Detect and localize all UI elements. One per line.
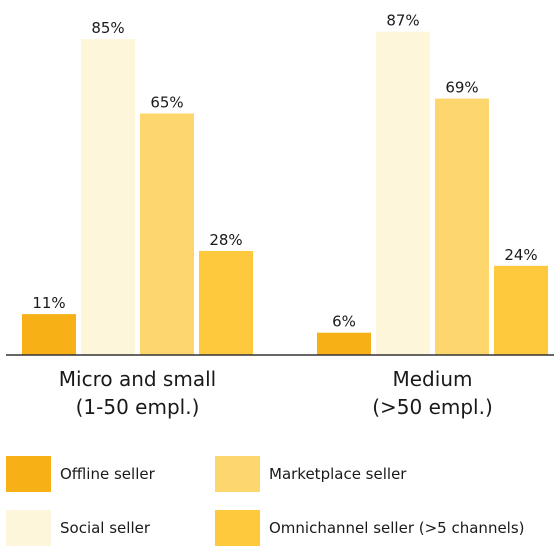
bar-2-3 xyxy=(435,98,489,356)
bar-value-label: 6% xyxy=(332,313,356,331)
bar-value-label: 24% xyxy=(504,246,537,264)
legend-swatch xyxy=(215,510,260,546)
bar-1-1 xyxy=(22,314,76,355)
category-labels-group: Micro and small (1-50 empl.) Medium (>50 em… xyxy=(59,367,493,419)
bar-value-label: 85% xyxy=(91,19,124,37)
bar-1-4 xyxy=(199,250,253,355)
bar-value-label: 87% xyxy=(386,12,419,30)
legend-swatch xyxy=(215,456,260,492)
bar-2-4 xyxy=(494,265,548,355)
bar-value-label: 28% xyxy=(209,231,242,249)
bar-labels-group: 11% 85% 65% 28% 6% 87% 69% 24% xyxy=(32,12,537,331)
bar-value-label: 69% xyxy=(445,79,478,97)
bars-group xyxy=(22,31,548,356)
legend-swatch xyxy=(6,510,51,546)
bar-2-2 xyxy=(376,31,430,355)
bar-value-label: 11% xyxy=(32,294,65,312)
legend-label: Social seller xyxy=(60,519,151,537)
legend-label: Marketplace seller xyxy=(269,465,407,483)
category-sublabel: (1-50 empl.) xyxy=(76,395,200,419)
category-label: Medium xyxy=(393,367,473,391)
legend-swatch xyxy=(6,456,51,492)
bar-1-2 xyxy=(81,39,135,355)
legend-label: Offline seller xyxy=(60,465,156,483)
legend: Offline seller Social seller Marketplace s… xyxy=(6,456,525,546)
bar-2-1 xyxy=(317,332,371,355)
legend-label: Omnichannel seller (>5 channels) xyxy=(269,519,525,537)
category-sublabel: (>50 empl.) xyxy=(372,395,493,419)
category-label: Micro and small xyxy=(59,367,216,391)
bar-1-3 xyxy=(140,113,194,355)
bar-value-label: 65% xyxy=(150,93,183,111)
